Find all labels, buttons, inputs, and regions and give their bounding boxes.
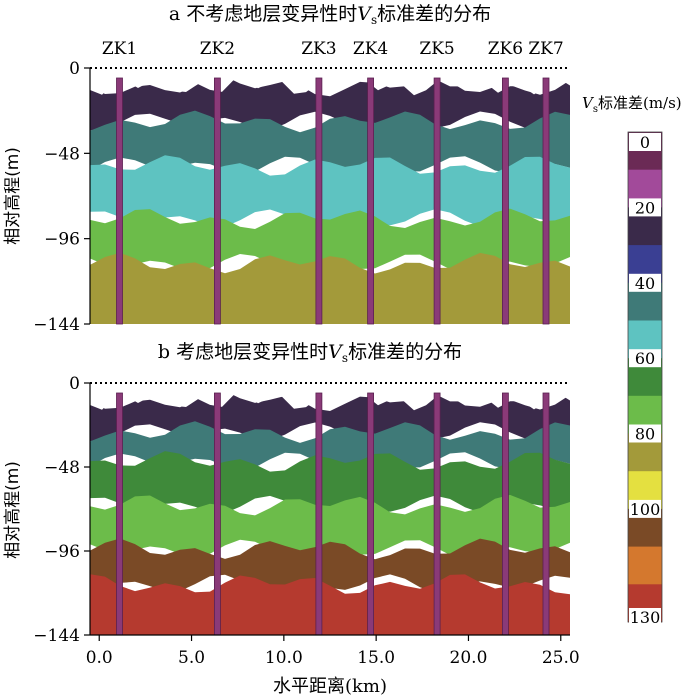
borehole-labels: ZK1 ZK2 ZK3 ZK4 ZK5 ZK6 ZK7	[102, 39, 564, 59]
colorbar: 0 20 40 60 80 100 130	[627, 131, 663, 627]
x-tick-label-0: 0.0	[86, 648, 113, 668]
layer-band-a-3	[90, 208, 570, 272]
borehole-b-3	[315, 392, 323, 636]
y-tick-label-a-3: −144	[33, 315, 80, 335]
borehole-b-5	[433, 392, 441, 636]
layer-band-b-1	[90, 421, 570, 471]
borehole-label-3: ZK3	[301, 39, 336, 59]
x-tick-label-1: 5.0	[178, 648, 205, 668]
panel-a-plot	[90, 67, 570, 325]
colorbar-label-2: 40	[635, 274, 655, 293]
borehole-a-1	[116, 77, 123, 325]
colorbar-swatch-11	[628, 546, 662, 585]
x-tick-label-3: 15.0	[357, 648, 395, 668]
layer-band-b-5	[90, 574, 570, 635]
borehole-a-4	[367, 77, 375, 325]
borehole-b-2	[213, 392, 221, 636]
x-axis-label: 水平距离(km)	[273, 676, 387, 697]
layer-band-a-4	[90, 252, 570, 324]
colorbar-title: Vs标准差(m/s)	[582, 94, 682, 115]
y-tick-label-b-0: 0	[69, 374, 80, 394]
borehole-label-4: ZK4	[353, 39, 388, 59]
layer-band-b-2	[90, 451, 570, 514]
borehole-a-5	[433, 77, 441, 325]
x-tick-label-5: 25.0	[542, 648, 580, 668]
borehole-a-7	[542, 77, 550, 325]
panel-a-title: a 不考虑地层变异性时Vs标准差的分布	[169, 3, 491, 27]
x-tick-label-2: 10.0	[265, 648, 303, 668]
layer-band-a-1	[90, 110, 570, 175]
borehole-label-1: ZK1	[102, 39, 137, 59]
borehole-a-3	[315, 77, 323, 325]
borehole-b-6	[501, 392, 509, 636]
panel-a-y-axis: 0 −48 −96 −144	[33, 59, 91, 335]
colorbar-label-0: 0	[640, 133, 650, 152]
y-tick-label-a-2: −96	[44, 230, 80, 250]
colorbar-label-bg-0	[629, 133, 661, 151]
colorbar-label-bg-2	[629, 273, 661, 292]
borehole-b-4	[367, 392, 375, 636]
panel-b-y-axis: 0 −48 −96 −144	[33, 374, 91, 646]
colorbar-label-4: 80	[635, 425, 655, 444]
colorbar-label-bg-4	[629, 424, 661, 443]
colorbar-label-6: 130	[630, 608, 661, 627]
colorbar-label-1: 20	[635, 198, 655, 217]
panel-b-plot	[90, 382, 570, 636]
layer-band-a-2	[90, 155, 570, 227]
panel-a-y-label: 相对高程(m)	[3, 147, 23, 245]
borehole-label-6: ZK6	[488, 39, 523, 59]
colorbar-label-bg-6	[629, 608, 661, 626]
x-axis: 0.0 5.0 10.0 15.0 20.0 25.0	[86, 634, 580, 668]
colorbar-label-bg-1	[629, 198, 661, 217]
y-tick-label-b-1: −48	[44, 458, 80, 478]
panel-b-y-label: 相对高程(m)	[3, 461, 23, 559]
x-tick-label-4: 20.0	[450, 648, 488, 668]
panel-b-title: b 考虑地层变异性时Vs标准差的分布	[158, 341, 462, 365]
borehole-label-2: ZK2	[200, 39, 235, 59]
colorbar-label-3: 60	[635, 349, 655, 368]
sky-mask-b	[90, 383, 570, 411]
borehole-label-7: ZK7	[528, 39, 563, 59]
sky-mask-a	[90, 68, 570, 96]
colorbar-label-bg-5	[629, 499, 661, 518]
borehole-label-5: ZK5	[419, 39, 454, 59]
colorbar-label-5: 100	[630, 500, 661, 519]
y-tick-label-b-2: −96	[44, 542, 80, 562]
borehole-a-2	[213, 77, 221, 325]
y-tick-label-a-1: −48	[44, 144, 80, 164]
y-tick-label-a-0: 0	[69, 59, 80, 79]
borehole-a-6	[501, 77, 509, 325]
borehole-b-7	[542, 392, 550, 636]
layer-band-b-3	[90, 494, 570, 558]
borehole-b-1	[116, 392, 123, 636]
y-tick-label-b-3: −144	[33, 626, 80, 646]
colorbar-label-bg-3	[629, 349, 661, 368]
